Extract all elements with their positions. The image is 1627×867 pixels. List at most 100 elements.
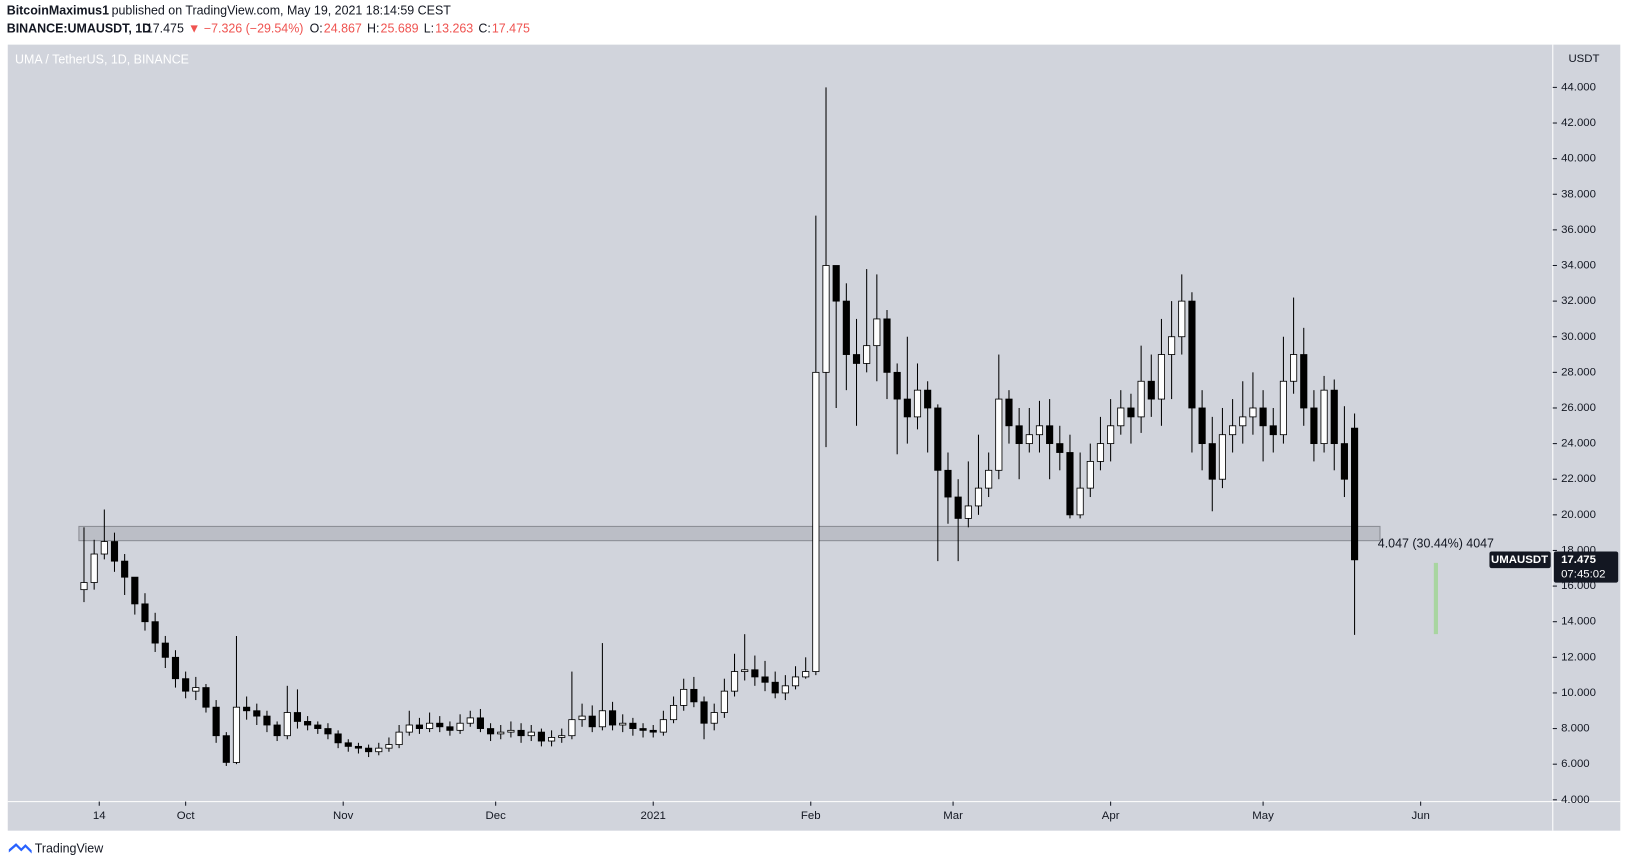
- candle-body: [1290, 354, 1298, 382]
- chart-legend: UMA / TetherUS, 1D, BINANCE: [15, 53, 189, 67]
- ohlc-value: 17.475: [492, 21, 530, 35]
- candle-body: [832, 265, 840, 302]
- candle-body: [1168, 336, 1176, 355]
- candle-body: [476, 717, 484, 729]
- y-tick-label: 4.000: [1561, 794, 1590, 806]
- plot: [78, 87, 1381, 766]
- candle-body: [90, 553, 98, 583]
- candle-body: [741, 669, 749, 672]
- candle-body: [598, 710, 606, 728]
- candle-body: [415, 724, 423, 729]
- candle-body: [222, 735, 230, 763]
- candle-body: [1320, 389, 1328, 445]
- candle-body: [527, 731, 535, 737]
- candle-body: [730, 671, 739, 692]
- candle-body: [1198, 407, 1206, 445]
- candle-body: [1046, 425, 1054, 445]
- x-tick-label: 2021: [641, 810, 666, 822]
- candle-body: [507, 729, 515, 733]
- candle-body: [517, 729, 525, 737]
- measure-label: 4.047 (30.44%) 4047: [1378, 537, 1494, 551]
- published: published on TradingView.com, May 19, 20…: [112, 4, 452, 18]
- candle-body: [395, 731, 403, 746]
- candle-body: [791, 676, 800, 687]
- y-tick-label: 42.000: [1561, 117, 1596, 129]
- candle-body: [243, 706, 251, 712]
- candle-body: [1025, 434, 1033, 445]
- candle-body: [171, 656, 180, 680]
- candle-body: [304, 721, 312, 726]
- y-tick-label: 28.000: [1561, 366, 1596, 378]
- y-tick-label: 6.000: [1561, 758, 1590, 770]
- candle-body: [822, 265, 830, 373]
- x-tick-label: 14: [93, 810, 106, 822]
- candle-body: [629, 722, 637, 729]
- candle-body: [466, 717, 474, 724]
- candle-body: [446, 726, 454, 731]
- overlay: 4.047 (30.44%) 4047 UMAUSDT 17.475 07:45:02: [1378, 537, 1619, 635]
- candle-body: [1269, 425, 1277, 436]
- candle-body: [80, 582, 88, 591]
- candle-body: [161, 642, 169, 658]
- candle-body: [182, 678, 190, 692]
- candle-body: [1351, 427, 1359, 561]
- candle-body: [1300, 354, 1308, 409]
- candle-body: [141, 603, 149, 623]
- y-tick-label: 14.000: [1561, 616, 1596, 628]
- candle-body: [1015, 425, 1023, 445]
- y-tick-label: 18.000: [1561, 544, 1596, 556]
- ohlc-label: H:: [367, 21, 379, 35]
- y-tick-label: 26.000: [1561, 402, 1596, 414]
- symbol-tag-label: UMAUSDT: [1491, 554, 1548, 566]
- candle-body: [812, 371, 820, 672]
- y-tick-label: 40.000: [1561, 153, 1596, 165]
- candle-body: [1147, 380, 1155, 400]
- candle-body: [1127, 407, 1135, 418]
- candle-body: [903, 398, 911, 418]
- countdown: 07:45:02: [1561, 568, 1605, 580]
- candle-body: [365, 747, 373, 753]
- candle-body: [314, 724, 322, 729]
- ohlc-label: O:: [310, 21, 323, 35]
- y-tick-label: 12.000: [1561, 651, 1596, 663]
- brand: TradingView: [35, 842, 104, 856]
- candle-body: [1137, 380, 1145, 418]
- y-tick-label: 32.000: [1561, 295, 1596, 307]
- y-tick-label: 10.000: [1561, 687, 1596, 699]
- candle-body: [1056, 443, 1064, 453]
- last-price: 17.475: [146, 21, 184, 35]
- candle-body: [1218, 434, 1227, 480]
- candle-body: [1330, 389, 1338, 445]
- candle-body: [1208, 443, 1216, 480]
- candle-body: [405, 724, 413, 733]
- candle-body: [761, 676, 769, 683]
- symbol: BINANCE:UMAUSDT, 1D: [7, 21, 151, 35]
- candle-body: [1279, 380, 1287, 436]
- y-tick-label: 34.000: [1561, 260, 1596, 272]
- y-tick-label: 38.000: [1561, 188, 1596, 200]
- x-tick-label: Nov: [333, 810, 354, 822]
- candle-body: [1107, 425, 1115, 445]
- y-tick-label: 44.000: [1561, 81, 1596, 93]
- candle-body: [924, 389, 932, 409]
- candle-body: [1188, 300, 1196, 409]
- author: BitcoinMaximus1: [7, 4, 109, 18]
- candle-body: [588, 715, 596, 728]
- quote-line: 17.475 ▼ −7.326 (−29.54%) O: 24.867 H: 25.689…: [146, 21, 530, 35]
- candle-body: [375, 747, 383, 753]
- y-tick-label: 20.000: [1561, 509, 1596, 521]
- candle-body: [354, 745, 363, 749]
- candle-body: [263, 715, 271, 726]
- candle-body: [131, 576, 139, 605]
- y-tick-label: 30.000: [1561, 331, 1596, 343]
- candle-body: [436, 722, 444, 728]
- candle-body: [100, 541, 108, 555]
- price-axis: [1552, 44, 1621, 831]
- candle-body: [578, 715, 586, 721]
- candle-body: [273, 724, 281, 737]
- candle-body: [283, 712, 291, 737]
- candle-body: [192, 687, 200, 692]
- candle-body: [1178, 300, 1186, 338]
- candle-body: [680, 688, 688, 706]
- candle-body: [710, 712, 718, 724]
